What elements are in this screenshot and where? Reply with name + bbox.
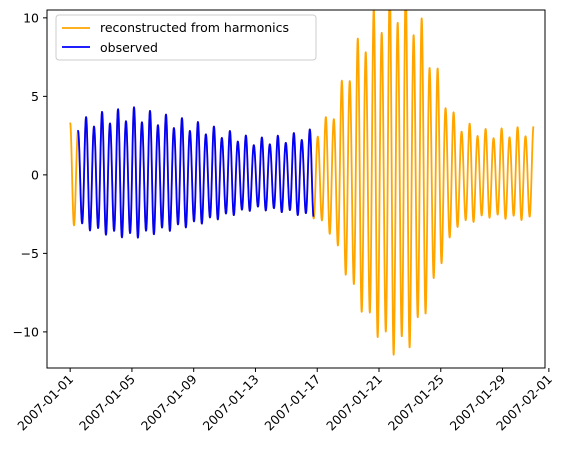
- legend: reconstructed from harmonics observed: [55, 14, 317, 61]
- y-tick-label: 5: [31, 89, 39, 104]
- legend-label-reconstructed: reconstructed from harmonics: [100, 20, 289, 35]
- x-tick-label: 2007-01-17: [261, 372, 323, 434]
- legend-frame: [55, 14, 317, 61]
- x-tick-label: 2007-01-13: [200, 372, 262, 434]
- y-tick-label: 10: [23, 10, 39, 25]
- x-tick-label: 2007-01-25: [385, 372, 447, 434]
- x-tick-label: 2007-01-21: [323, 372, 385, 434]
- x-tick-label: 2007-01-05: [76, 372, 138, 434]
- x-tick-label: 2007-01-09: [138, 371, 200, 433]
- legend-label-observed: observed: [100, 40, 158, 55]
- y-axis: 10 5 0 −5 −10: [13, 10, 47, 339]
- y-tick-label: −10: [13, 324, 39, 339]
- axes-frame: [46, 9, 546, 369]
- y-tick-label: −5: [21, 246, 39, 261]
- y-tick-label: 0: [31, 167, 39, 182]
- x-tick-label: 2007-01-01: [14, 372, 76, 434]
- series-layer: [69, 10, 535, 356]
- x-axis: 2007-01-01 2007-01-05 2007-01-09 2007-01-13…: [14, 368, 555, 433]
- series-line-observed: [77, 106, 315, 239]
